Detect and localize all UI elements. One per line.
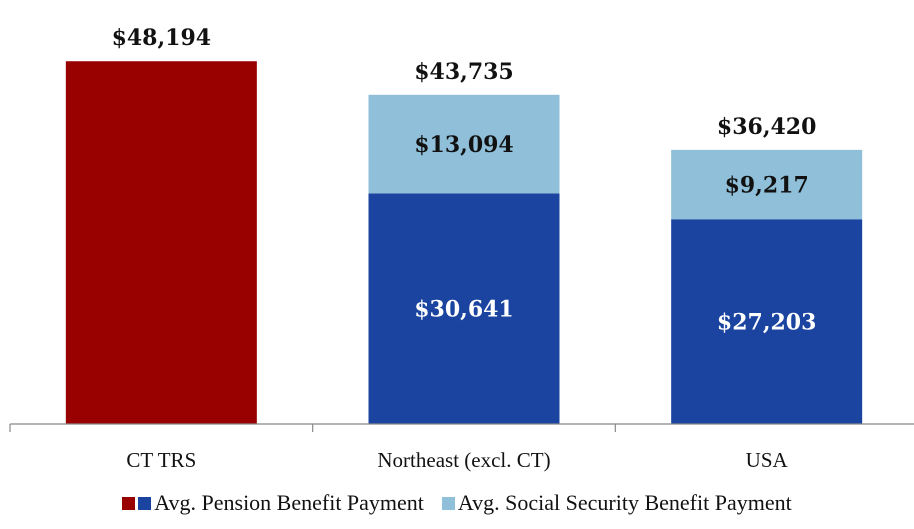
total-label-1: $43,735 [414,59,514,85]
legend: Avg. Pension Benefit Payment Avg. Social… [0,483,914,523]
bar-social-security-2 [671,149,863,220]
legend-item-social-security: Avg. Social Security Benefit Payment [441,490,792,516]
bars-group [65,61,863,424]
total-label-0: $48,194 [112,25,212,51]
x-axis: CT TRS Northeast (excl. CT) USA [9,423,914,472]
bar-pension-1 [368,193,560,424]
data-label-pension-2: $27,203 [717,310,817,336]
legend-swatch-pension-red [122,496,136,510]
x-tick-label-0: CT TRS [126,448,196,472]
legend-swatch-social-security [441,496,455,510]
bar-pension-2 [671,219,863,424]
x-tick-label-1: Northeast (excl. CT) [377,448,550,472]
data-label-social-security-1: $13,094 [414,132,514,158]
bar-pension-0 [65,61,257,424]
bar-social-security-1 [368,94,560,194]
legend-label-pension: Avg. Pension Benefit Payment [154,490,424,515]
data-label-social-security-2: $9,217 [725,173,809,199]
data-label-pension-1: $30,641 [414,297,514,323]
labels-group: $48,194 $30,641 $13,094 $43,735 $27,203 $9,21… [112,25,817,335]
stacked-bar-chart: $48,194 $30,641 $13,094 $43,735 $27,203 $9,21… [9,25,914,472]
total-label-2: $36,420 [717,114,817,140]
legend-item-pension: Avg. Pension Benefit Payment [122,490,424,516]
legend-swatch-pension-blue [138,496,152,510]
legend-label-social-security: Avg. Social Security Benefit Payment [457,490,792,515]
x-tick-label-2: USA [746,448,789,472]
